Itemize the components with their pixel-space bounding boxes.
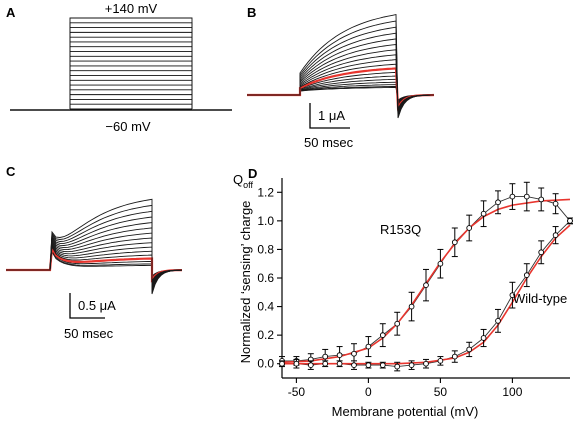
data-point-r153q bbox=[451, 239, 458, 246]
panel-a-top-label: +140 mV bbox=[105, 1, 158, 16]
data-point-wild-type bbox=[451, 353, 458, 360]
data-point-r153q bbox=[466, 225, 473, 231]
current-trace bbox=[247, 20, 434, 118]
data-point-wild-type bbox=[279, 360, 285, 367]
data-point-r153q bbox=[365, 343, 372, 350]
data-point-r153q bbox=[552, 200, 559, 207]
data-point-r153q bbox=[322, 353, 329, 360]
y-tick-label: 1.2 bbox=[257, 185, 274, 199]
data-point-r153q bbox=[351, 350, 357, 357]
panel-a-letter: A bbox=[6, 5, 16, 20]
y-tick-label: 0.8 bbox=[257, 242, 274, 256]
qoff-label-sub: off bbox=[243, 180, 253, 190]
panel-c-scale-current: 0.5 μA bbox=[78, 298, 116, 313]
x-tick-label: 50 bbox=[434, 385, 448, 399]
data-point-wild-type bbox=[538, 249, 545, 256]
data-point-wild-type bbox=[336, 360, 343, 367]
qoff-label: Qoff bbox=[233, 172, 253, 190]
panel-b-letter: B bbox=[247, 5, 256, 20]
series-label-r153q: R153Q bbox=[380, 222, 421, 237]
current-trace bbox=[247, 14, 434, 119]
x-tick-label: -50 bbox=[288, 385, 306, 399]
x-tick-label: 0 bbox=[365, 385, 372, 399]
y-axis-title: Normalized ‘sensing’ charge bbox=[238, 201, 253, 364]
panel-c-current-traces bbox=[6, 198, 183, 295]
data-point-r153q bbox=[538, 196, 545, 203]
y-tick-label: 0.6 bbox=[257, 271, 274, 285]
data-point-wild-type bbox=[523, 272, 530, 278]
voltage-step-trace bbox=[69, 65, 193, 109]
data-point-r153q bbox=[495, 199, 501, 206]
panel-b-scale-time: 50 msec bbox=[304, 135, 354, 150]
data-point-wild-type bbox=[509, 292, 516, 298]
data-point-wild-type bbox=[408, 362, 415, 368]
current-trace bbox=[6, 198, 183, 295]
voltage-step-trace bbox=[69, 103, 193, 109]
data-point-wild-type bbox=[307, 362, 314, 368]
data-point-wild-type bbox=[495, 318, 501, 324]
data-point-wild-type bbox=[394, 363, 401, 370]
data-point-wild-type bbox=[293, 360, 300, 367]
panel-a-bottom-label: −60 mV bbox=[105, 119, 150, 134]
data-point-wild-type bbox=[466, 346, 473, 353]
data-point-r153q bbox=[523, 193, 530, 200]
x-tick-label: 100 bbox=[502, 385, 522, 399]
data-point-wild-type bbox=[351, 362, 357, 368]
series-label-wild-type: Wild-type bbox=[513, 291, 567, 306]
panel-b-current-traces bbox=[247, 14, 435, 119]
data-point-r153q bbox=[336, 352, 343, 358]
y-tick-label: 0.2 bbox=[257, 328, 274, 342]
data-point-wild-type bbox=[552, 232, 559, 238]
y-tick-label: 0.4 bbox=[257, 300, 274, 314]
data-point-wild-type bbox=[437, 358, 444, 364]
data-point-r153q bbox=[423, 282, 429, 288]
data-point-wild-type bbox=[480, 335, 487, 341]
data-point-wild-type bbox=[365, 362, 372, 368]
data-point-wild-type bbox=[567, 218, 573, 224]
panel-a-voltage-protocol bbox=[10, 17, 232, 111]
qoff-label-q: Q bbox=[233, 172, 243, 187]
panel-c-scale-time: 50 msec bbox=[64, 326, 114, 341]
voltage-step-trace bbox=[69, 36, 193, 109]
panel-b-scale-bar bbox=[309, 103, 350, 129]
voltage-step-trace bbox=[69, 84, 193, 109]
current-trace bbox=[247, 44, 434, 113]
voltage-step-trace bbox=[69, 55, 193, 109]
data-point-r153q bbox=[408, 303, 415, 310]
y-tick-label: 1.0 bbox=[257, 214, 274, 228]
x-axis-title: Membrane potential (mV) bbox=[332, 404, 479, 419]
data-point-r153q bbox=[509, 193, 516, 200]
y-tick-label: 0.0 bbox=[257, 357, 274, 371]
panel-d-letter: D bbox=[248, 166, 257, 181]
voltage-step-trace bbox=[69, 27, 193, 109]
current-trace bbox=[6, 232, 183, 287]
data-point-wild-type bbox=[423, 360, 429, 367]
data-point-r153q bbox=[379, 332, 386, 338]
voltage-step-trace bbox=[69, 94, 193, 109]
data-point-r153q bbox=[480, 210, 487, 217]
data-point-wild-type bbox=[322, 360, 329, 367]
panel-c-scale-bar bbox=[69, 293, 105, 319]
panel-b-scale-current: 1 μA bbox=[318, 108, 345, 123]
data-point-r153q bbox=[437, 260, 444, 267]
data-point-r153q bbox=[394, 320, 401, 327]
current-trace bbox=[247, 38, 434, 114]
panel-c-letter: C bbox=[6, 164, 16, 179]
panel-d-qv-plot: -50 0 50 100 0.0 0.2 0.4 0.6 0.8 1.0 1.2 bbox=[257, 178, 573, 399]
data-point-wild-type bbox=[379, 362, 386, 368]
voltage-step-trace bbox=[69, 17, 193, 109]
